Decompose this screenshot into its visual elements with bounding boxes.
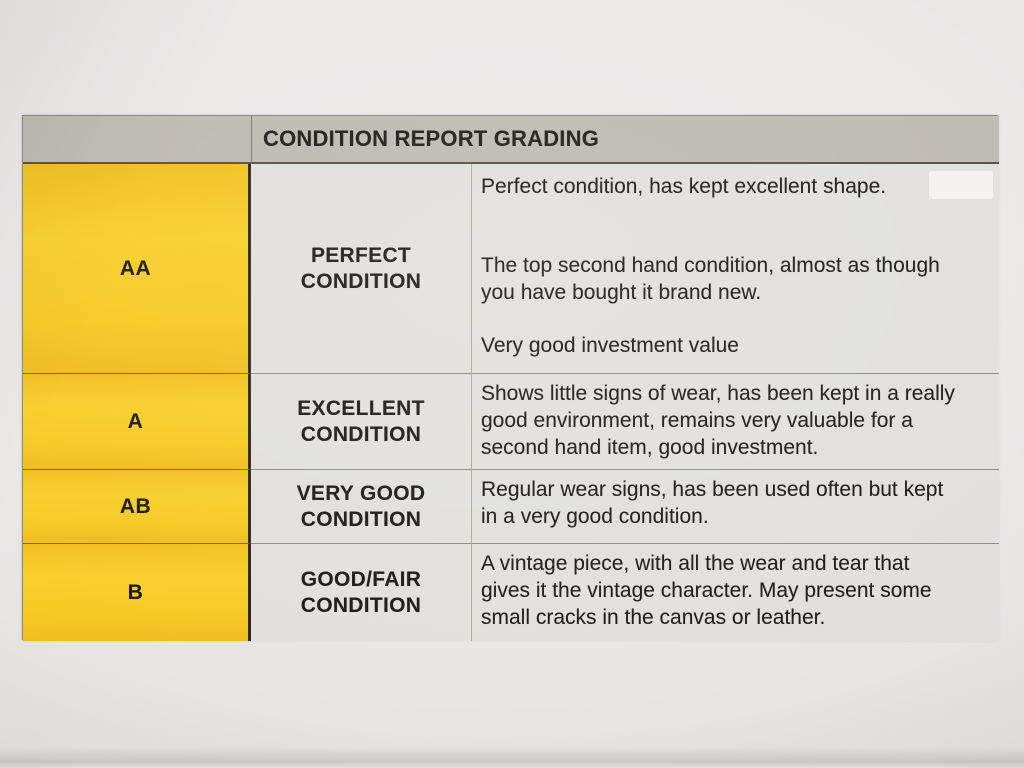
- condition-description-b: A vintage piece, with all the wear and t…: [471, 543, 999, 641]
- condition-label-ab: VERY GOOD CONDITION: [251, 469, 471, 543]
- condition-label-ab-text: VERY GOOD CONDITION: [296, 481, 426, 531]
- condition-grading-table: CONDITION REPORT GRADING AA PERFECT COND…: [22, 115, 999, 641]
- condition-label-a-text: EXCELLENT CONDITION: [297, 396, 425, 446]
- grade-cell-aa: AA: [23, 164, 251, 373]
- table-title: CONDITION REPORT GRADING: [251, 116, 999, 164]
- description-paragraph: A vintage piece, with all the wear and t…: [481, 552, 932, 629]
- condition-description-a: Shows little signs of wear, has been kep…: [471, 373, 999, 469]
- grade-cell-a: A: [23, 373, 251, 469]
- condition-label-aa-text: PERFECT CONDITION: [300, 243, 422, 293]
- description-paragraph: Very good investment value: [481, 334, 739, 357]
- condition-label-b: GOOD/FAIR CONDITION: [251, 543, 471, 641]
- condition-label-aa: PERFECT CONDITION: [251, 164, 471, 373]
- description-paragraph: Regular wear signs, has been used often …: [481, 478, 944, 528]
- condition-description-ab: Regular wear signs, has been used often …: [471, 469, 999, 543]
- description-paragraph: Shows little signs of wear, has been kep…: [481, 382, 955, 459]
- condition-label-a: EXCELLENT CONDITION: [251, 373, 471, 469]
- description-paragraph: Perfect condition, has kept excellent sh…: [481, 175, 887, 198]
- condition-label-b-text: GOOD/FAIR CONDITION: [300, 567, 422, 617]
- whiteout-patch: [929, 171, 993, 199]
- grade-cell-b: B: [23, 543, 251, 641]
- condition-description-aa: Perfect condition, has kept excellent sh…: [471, 164, 999, 373]
- header-spacer-cell: [23, 116, 251, 164]
- grade-cell-ab: AB: [23, 469, 251, 543]
- description-paragraph: The top second hand condition, almost as…: [481, 254, 940, 304]
